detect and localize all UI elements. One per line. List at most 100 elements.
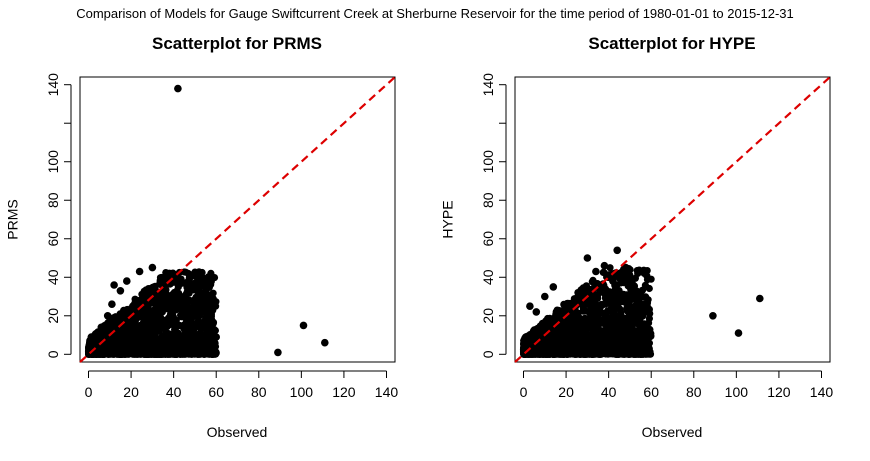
scatter-point	[638, 312, 647, 320]
scatter-point	[136, 313, 144, 321]
scatter-point	[594, 315, 602, 323]
scatter-point	[635, 320, 644, 328]
scatter-point	[609, 328, 617, 336]
scatter-point	[581, 317, 589, 325]
scatter-point	[643, 327, 651, 336]
scatter-point	[639, 293, 647, 301]
scatter-point	[108, 300, 116, 309]
scatter-point	[212, 333, 220, 341]
x-tick-label: 40	[166, 384, 182, 400]
scatter-point	[141, 350, 149, 358]
scatter-point	[603, 332, 611, 340]
scatter-point	[556, 325, 564, 333]
plot-frame	[514, 76, 831, 363]
scatter-point	[177, 334, 185, 342]
scatter-point	[645, 308, 653, 317]
scatter-point	[148, 263, 157, 272]
scatter-point	[205, 278, 213, 286]
scatter-point	[299, 321, 308, 330]
scatter-point	[552, 310, 560, 318]
y-tick-label: 0	[480, 350, 496, 358]
scatter-point	[525, 332, 533, 340]
scatter-point	[212, 298, 220, 306]
scatter-point	[603, 287, 611, 295]
scatter-point	[600, 261, 609, 270]
x-tick-label: 60	[208, 384, 224, 400]
scatter-point	[624, 305, 632, 313]
scatter-point	[201, 315, 210, 324]
scatter-point	[163, 290, 171, 298]
scatter-point	[629, 321, 637, 329]
scatter-point	[183, 310, 191, 318]
scatter-point	[592, 294, 600, 302]
scatter-point	[200, 324, 208, 332]
scatter-point	[591, 305, 599, 313]
scatter-point	[583, 254, 592, 262]
y-tick-label: 0	[45, 350, 61, 358]
scatter-point	[137, 325, 145, 333]
scatter-point	[593, 281, 602, 289]
scatter-point	[583, 329, 591, 337]
scatter-point	[203, 285, 211, 293]
y-tick-label: 80	[480, 192, 496, 208]
scatter-point	[164, 297, 173, 305]
scatter-point	[116, 287, 125, 295]
scatter-point	[155, 350, 163, 358]
scatter-point	[174, 299, 182, 307]
scatter-point	[526, 302, 534, 311]
scatter-point	[636, 348, 645, 357]
scatter-point	[576, 350, 584, 358]
scatter-point	[614, 345, 622, 353]
scatter-point	[136, 296, 144, 304]
scatter-point	[756, 294, 764, 303]
scatter-point	[125, 337, 133, 345]
x-tick-label: 60	[643, 384, 659, 400]
scatter-point	[174, 84, 182, 93]
scatter-point	[613, 246, 621, 255]
scatter-point	[123, 277, 131, 285]
scatter-point	[593, 321, 601, 329]
scatter-point	[131, 302, 139, 310]
x-tick-label: 140	[375, 384, 399, 400]
scatter-point	[526, 346, 534, 354]
scatter-point	[124, 324, 133, 332]
scatter-point	[192, 330, 200, 339]
scatter-point	[164, 350, 172, 358]
scatter-point	[321, 338, 329, 347]
scatter-point	[615, 287, 623, 295]
one-to-one-line	[514, 76, 831, 363]
scatter-point	[599, 342, 607, 350]
scatter-point	[142, 310, 150, 318]
scatter-point	[192, 279, 200, 287]
scatter-point	[630, 337, 638, 345]
scatter-point	[549, 283, 558, 291]
scatter-point	[165, 269, 174, 278]
scatter-point	[191, 344, 199, 352]
scatter-point	[613, 294, 621, 303]
scatter-point	[111, 347, 119, 355]
scatter-point	[641, 338, 649, 347]
scatter-point	[173, 342, 181, 350]
plot-frame	[79, 76, 396, 363]
scatter-point	[586, 293, 594, 301]
scatter-point	[613, 339, 622, 347]
scatter-point	[154, 319, 162, 327]
scatter-point	[125, 330, 133, 338]
scatter-point	[564, 299, 572, 307]
scatter-point	[536, 322, 544, 330]
scatter-point	[147, 284, 155, 292]
scatter-point	[178, 279, 186, 287]
scatter-point	[575, 333, 584, 341]
scatter-point	[198, 281, 206, 289]
scatter-point	[184, 338, 193, 347]
scatter-point	[128, 316, 136, 324]
scatter-point	[145, 326, 153, 334]
scatter-point	[633, 310, 641, 318]
scatter-point	[709, 312, 717, 320]
x-tick-label: 140	[810, 384, 834, 400]
scatter-point	[569, 337, 577, 345]
scatter-point	[598, 327, 606, 335]
scatter-point	[637, 328, 645, 336]
scatter-point	[201, 298, 209, 306]
